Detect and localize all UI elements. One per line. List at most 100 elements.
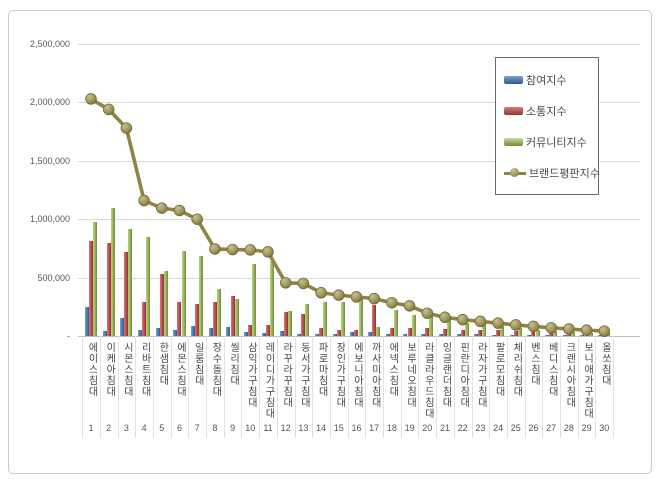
참여지수-bar xyxy=(385,333,390,336)
brand-index-marker xyxy=(598,325,611,337)
커뮤니티지수-bar xyxy=(181,250,186,336)
category-label: 씰리침대 xyxy=(227,342,239,386)
y-axis-tick-label: 1,500,000 xyxy=(29,155,70,166)
rank-label: 29 xyxy=(581,423,592,433)
category-label: 보니애가구침대 xyxy=(581,342,593,419)
category-separator xyxy=(613,336,615,438)
legend-label: 브랜드평판지수 xyxy=(529,167,600,180)
legend-item-brand-index: 브랜드평판지수 xyxy=(504,165,600,181)
brand-index-marker xyxy=(191,213,203,225)
category-label: 라자가구침대 xyxy=(475,342,487,408)
커뮤니티지수-bar xyxy=(482,324,487,336)
참여지수-bar xyxy=(279,330,284,336)
커뮤니티지수-bar xyxy=(110,207,115,336)
참여지수-bar xyxy=(350,332,355,336)
커뮤니티지수-bar xyxy=(464,323,469,336)
legend-item-community: 커뮤니티지수 xyxy=(504,134,598,150)
brand-index-marker xyxy=(580,324,593,336)
y-axis-tick-label: 2,500,000 xyxy=(29,39,70,49)
커뮤니티지수-bar xyxy=(358,298,363,336)
rank-label: 21 xyxy=(439,423,451,433)
brand-index-marker xyxy=(386,296,398,309)
소통지수-bar xyxy=(549,332,554,336)
category-label: 에넥스침대 xyxy=(386,342,398,397)
category-separator xyxy=(152,336,154,438)
category-separator xyxy=(329,336,331,438)
소통지수-bar xyxy=(425,327,430,336)
brand-index-marker xyxy=(474,315,487,328)
커뮤니티지수-bar xyxy=(393,310,398,336)
커뮤니티지수-bar xyxy=(270,261,275,336)
참여지수-bar xyxy=(155,328,160,336)
brand-index-marker xyxy=(439,311,451,324)
brand-index-marker xyxy=(173,204,186,217)
rank-label: 3 xyxy=(123,423,129,433)
소통지수-bar xyxy=(195,304,200,336)
category-separator xyxy=(188,336,190,438)
커뮤니티지수-bar xyxy=(429,315,434,336)
소통지수-bar xyxy=(513,331,518,336)
brand-index-marker xyxy=(226,243,239,256)
category-label: 삼익가구침대 xyxy=(245,342,257,408)
category-label: 잉글랜더침대 xyxy=(440,342,451,408)
커뮤니티지수-bar xyxy=(323,302,328,336)
소통지수-bar xyxy=(496,330,501,336)
legend-label: 커뮤니티지수 xyxy=(526,136,587,149)
참여지수-bar xyxy=(527,334,532,336)
category-separator xyxy=(206,336,208,438)
참여지수-bar xyxy=(545,335,550,336)
category-separator xyxy=(82,336,84,438)
참여지수-bar xyxy=(314,333,319,336)
brand-index-marker xyxy=(492,317,504,329)
rank-label: 8 xyxy=(212,423,218,433)
소통지수-bar xyxy=(124,252,129,336)
y-gridline xyxy=(78,44,640,45)
소통지수-bar xyxy=(248,324,253,336)
참여지수-bar xyxy=(120,318,125,336)
참여지수-bar xyxy=(421,333,426,336)
rank-label: 17 xyxy=(369,423,380,433)
소통지수-bar xyxy=(142,302,147,336)
category-separator xyxy=(383,336,385,438)
category-label: 한샘침대 xyxy=(156,342,168,386)
커뮤니티지수-bar xyxy=(500,325,505,336)
category-label: 시몬스침대 xyxy=(121,342,133,397)
커뮤니티지수-bar xyxy=(199,255,204,336)
category-label: 이케아침대 xyxy=(103,342,115,397)
brand-index-marker xyxy=(545,322,557,334)
brand-index-marker xyxy=(262,246,274,258)
rank-label: 16 xyxy=(351,423,362,433)
brand-index-marker xyxy=(510,319,522,331)
y-gridline xyxy=(78,102,640,104)
참여지수-bar xyxy=(332,333,337,336)
rank-label: 26 xyxy=(528,423,539,433)
category-separator xyxy=(400,336,402,438)
category-separator xyxy=(294,336,296,438)
커뮤니티지수-bar xyxy=(411,314,416,336)
participation-swatch-icon xyxy=(504,75,523,84)
y-axis-tick-label: 1,000,000 xyxy=(29,214,70,225)
참여지수-bar xyxy=(456,334,461,336)
category-separator xyxy=(276,336,278,438)
rank-label: 28 xyxy=(563,423,574,433)
category-label: 에몬스침대 xyxy=(174,342,186,397)
커뮤니티지수-bar xyxy=(535,329,540,336)
category-separator xyxy=(99,336,101,438)
rank-label: 20 xyxy=(422,423,433,433)
category-separator xyxy=(506,336,508,438)
소통지수-bar xyxy=(265,324,270,336)
커뮤니티지수-bar xyxy=(146,236,151,336)
brand-index-marker xyxy=(403,300,416,312)
커뮤니티지수-bar xyxy=(570,331,575,336)
커뮤니티지수-bar xyxy=(252,263,257,336)
rank-label: 11 xyxy=(263,423,273,433)
참여지수-bar xyxy=(598,335,603,336)
커뮤니티지수-bar xyxy=(340,301,345,336)
커뮤니티지수-bar xyxy=(128,229,133,336)
rank-label: 30 xyxy=(599,423,610,433)
소통지수-bar xyxy=(159,273,164,336)
legend-item-communication: 소통지수 xyxy=(504,103,598,119)
brand-index-marker xyxy=(138,194,150,207)
category-label: 에이스침대 xyxy=(86,342,97,397)
